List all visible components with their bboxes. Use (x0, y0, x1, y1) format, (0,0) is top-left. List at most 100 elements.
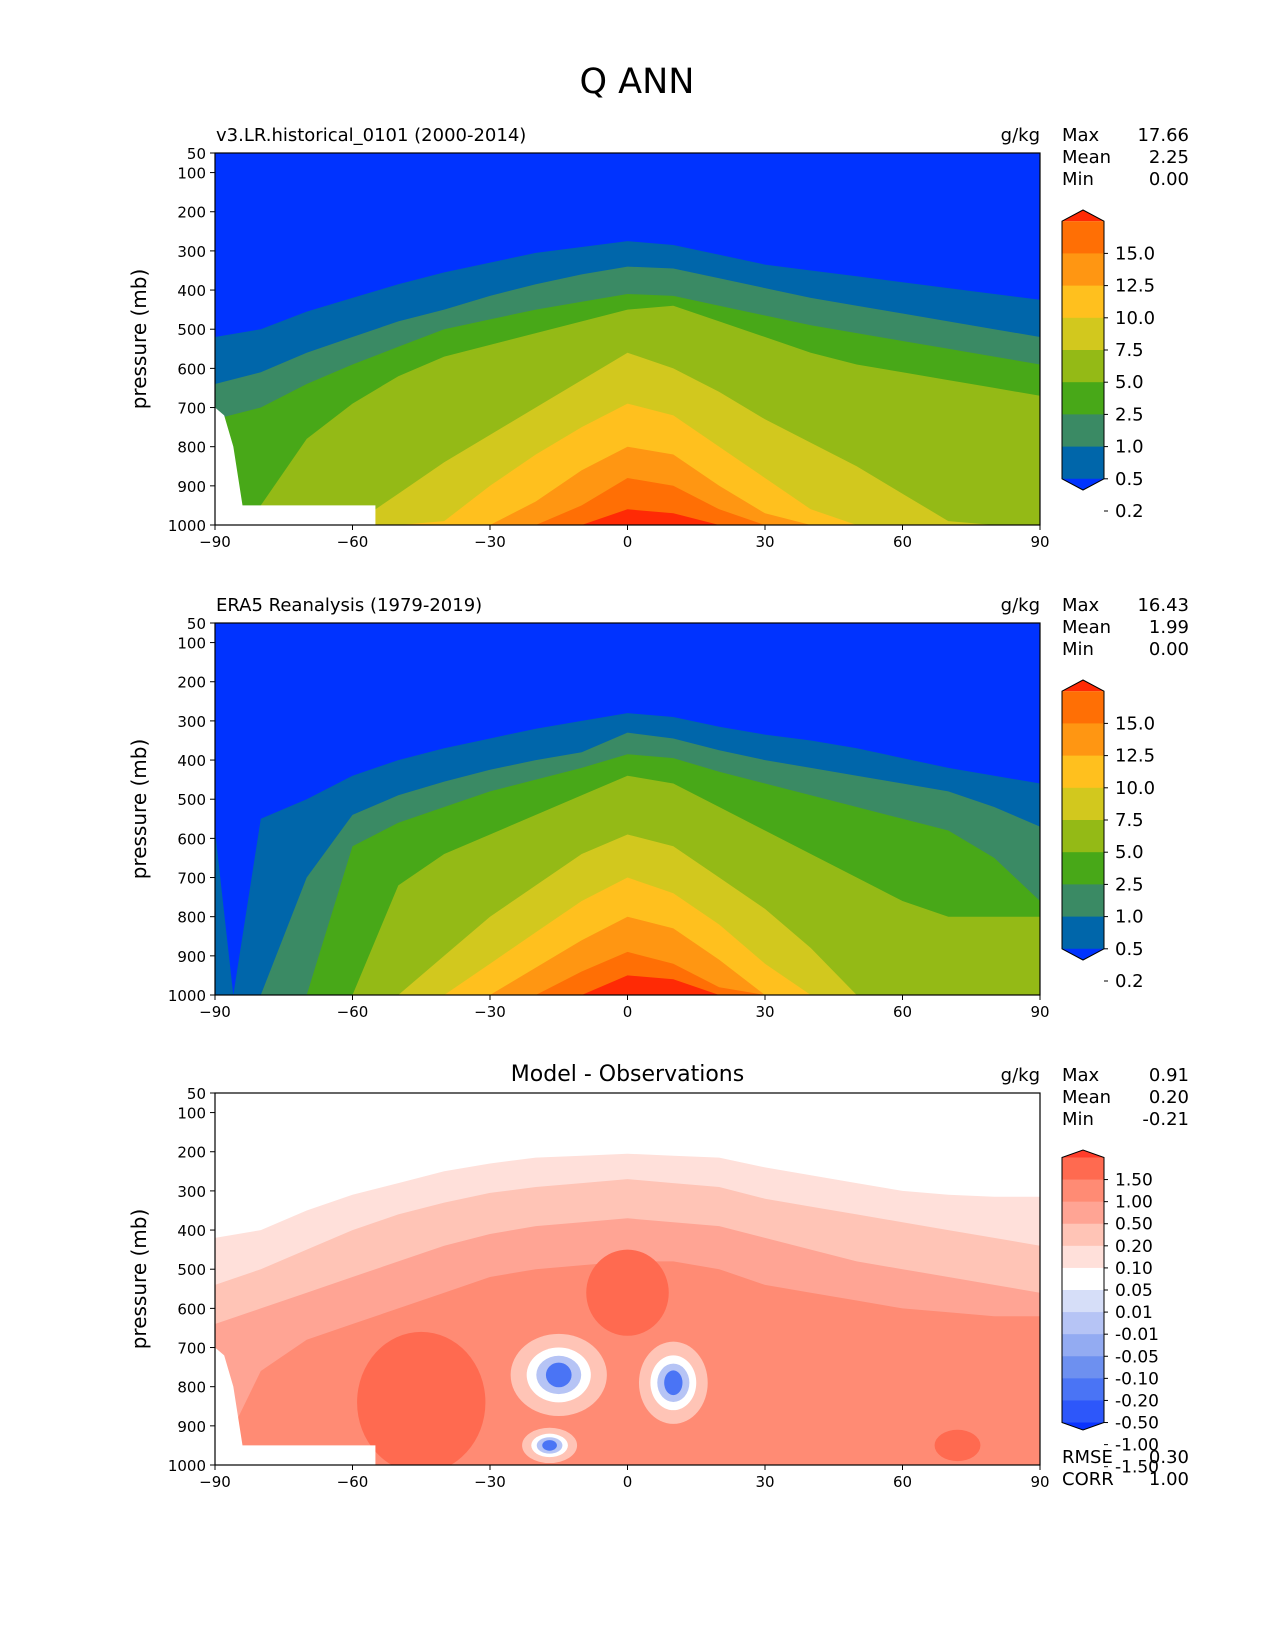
colorbar-tick-label: 10.0 (1115, 778, 1155, 799)
colorbar-bottom-extension (1062, 948, 1104, 960)
colorbar-tick-label: 0.05 (1115, 1281, 1153, 1301)
y-tick-label: 700 (177, 870, 206, 888)
x-tick-label: −90 (199, 1003, 231, 1021)
y-tick-label: 700 (177, 400, 206, 418)
x-tick-label: 30 (755, 533, 774, 551)
colorbar-band (1062, 852, 1104, 885)
y-tick-label: 200 (177, 204, 206, 222)
colorbar-bottom-extension (1062, 478, 1104, 490)
y-tick-label: 100 (177, 165, 206, 183)
colorbar-tick-label: -1.50 (1115, 1458, 1159, 1478)
plot-area (215, 153, 1040, 525)
colorbar-band (1062, 1312, 1104, 1335)
stat-value-min: 0.00 (1149, 169, 1189, 190)
x-tick-label: −60 (337, 533, 369, 551)
colorbar-tick-label: -0.20 (1115, 1391, 1159, 1411)
colorbar-tick-label: 12.5 (1115, 746, 1155, 767)
y-tick-label: 900 (177, 948, 206, 966)
y-axis-label: pressure (mb) (127, 1209, 151, 1350)
x-tick-label: 0 (623, 1003, 633, 1021)
stat-label-min: Min (1062, 639, 1094, 660)
y-tick-label: 100 (177, 635, 206, 653)
colorbar-tick-label: 1.00 (1115, 1193, 1153, 1213)
x-tick-label: −90 (199, 533, 231, 551)
x-tick-label: 0 (623, 533, 633, 551)
stat-value-max: 0.91 (1149, 1065, 1189, 1086)
colorbar-top-extension (1062, 680, 1104, 692)
stat-value-mean: 1.99 (1149, 617, 1189, 638)
stat-label-max: Max (1062, 125, 1100, 146)
colorbar-tick-label: 2.5 (1115, 874, 1144, 895)
y-tick-label: 600 (177, 360, 206, 378)
x-tick-label: −30 (474, 1003, 506, 1021)
colorbar-tick-label: 0.5 (1115, 939, 1144, 960)
x-tick-label: −30 (474, 533, 506, 551)
colorbar-band (1062, 1201, 1104, 1225)
positive-hotspot-1 (357, 1331, 486, 1465)
colorbar-band (1062, 1356, 1104, 1379)
y-axis-label: pressure (mb) (127, 739, 151, 880)
stat-value-max: 16.43 (1137, 595, 1189, 616)
colorbar-tick-label: 12.5 (1115, 276, 1155, 297)
colorbar-top-extension (1062, 1150, 1104, 1158)
negative-core-3 (542, 1440, 557, 1451)
colorbar-band (1062, 1179, 1104, 1203)
field-band-9 (215, 509, 1040, 525)
colorbar-tick-label: 0.2 (1115, 501, 1144, 522)
colorbar-tick-label: 1.0 (1115, 907, 1144, 928)
colorbar-band (1062, 414, 1104, 448)
colorbar-tick-label: 5.0 (1115, 372, 1144, 393)
colorbar-bottom-extension (1062, 1422, 1104, 1430)
panel-2: ERA5 Reanalysis (1979-2019) g/kg pressure … (127, 595, 1189, 1021)
colorbar-tick-label: 10.0 (1115, 308, 1155, 329)
colorbar: 15.0 12.5 10.0 7.5 5.0 2.5 1.0 0.5 0.2 (1061, 679, 1155, 992)
colorbar-tick-label: 0.10 (1115, 1259, 1153, 1279)
x-tick-label: 90 (1030, 1003, 1049, 1021)
x-tick-label: 30 (755, 1473, 774, 1491)
colorbar-top-extension (1062, 210, 1104, 222)
panel-3: Model - Observations g/kg pressure (mb) 50 1… (127, 1062, 1189, 1491)
y-tick-label: 200 (177, 1144, 206, 1162)
y-tick-label: 1000 (168, 987, 206, 1005)
y-tick-label: 400 (177, 752, 206, 770)
colorbar-tick-label: -0.10 (1115, 1369, 1159, 1389)
positive-hotspot-3 (934, 1429, 981, 1462)
y-tick-label: 1000 (168, 1457, 206, 1475)
panel-units: g/kg (1001, 1065, 1040, 1086)
colorbar-tick-label: 0.5 (1115, 469, 1144, 490)
colorbar-tick-label: -1.00 (1115, 1436, 1159, 1456)
positive-hotspot-2 (586, 1249, 669, 1336)
y-tick-label: 50 (187, 1085, 206, 1103)
missing-data-region (215, 1347, 376, 1465)
y-tick-label: 1000 (168, 517, 206, 535)
colorbar-band (1062, 1157, 1104, 1181)
colorbar-band (1062, 1223, 1104, 1247)
stat-value-max: 17.66 (1137, 125, 1189, 146)
stat-value-min: 0.00 (1149, 639, 1189, 660)
stat-label-max: Max (1062, 595, 1100, 616)
colorbar-band (1062, 221, 1104, 254)
colorbar-tick-label: 1.50 (1115, 1171, 1153, 1191)
figure-title: Q ANN (580, 62, 695, 102)
colorbar-band (1062, 884, 1104, 918)
y-tick-label: 300 (177, 1183, 206, 1201)
panels: v3.LR.historical_0101 (2000-2014) g/kg pre… (127, 125, 1189, 1491)
x-tick-label: 90 (1030, 1473, 1049, 1491)
missing-data-region (215, 407, 376, 525)
colorbar-band (1062, 446, 1104, 480)
stat-value-rmse: 0.30 (1149, 1447, 1189, 1468)
colorbar-tick-label: 0.01 (1115, 1303, 1153, 1323)
y-tick-label: 300 (177, 243, 206, 261)
colorbar-band (1062, 1334, 1104, 1357)
y-tick-label: 800 (177, 439, 206, 457)
colorbar-tick-label: 15.0 (1115, 243, 1155, 264)
x-tick-label: 60 (893, 1003, 912, 1021)
panel-units: g/kg (1001, 125, 1040, 146)
colorbar-band (1062, 1290, 1104, 1313)
y-tick-label: 50 (187, 145, 206, 163)
stat-label-min: Min (1062, 169, 1094, 190)
colorbar-tick-label: 0.2 (1115, 971, 1144, 992)
y-tick-label: 800 (177, 909, 206, 927)
y-tick-label: 400 (177, 1222, 206, 1240)
stat-value-mean: 0.20 (1149, 1087, 1189, 1108)
